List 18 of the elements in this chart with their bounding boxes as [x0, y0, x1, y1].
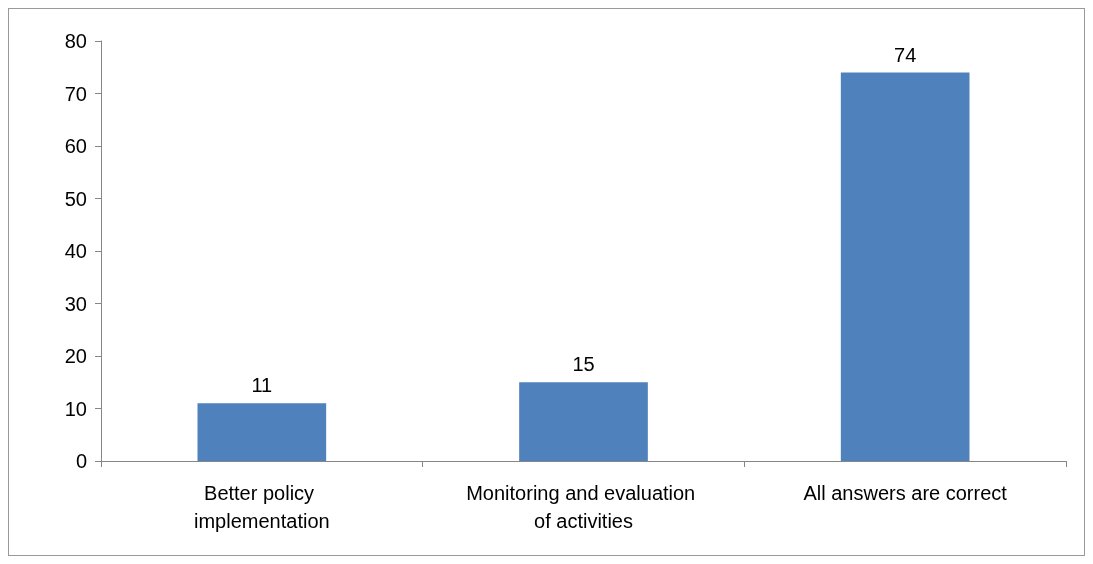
y-tick-label: 40 [64, 240, 87, 262]
data-label: 74 [894, 43, 917, 66]
y-tick-label: 60 [64, 135, 87, 157]
y-tick-label: 50 [64, 187, 87, 210]
x-tick-label: Better policy implementation [194, 482, 330, 532]
y-tick-label: 80 [64, 30, 87, 52]
bar [519, 382, 648, 461]
data-label: 15 [572, 353, 595, 376]
y-tick-label: 10 [64, 397, 87, 420]
y-tick-label: 70 [64, 82, 87, 105]
y-tick-label: 20 [64, 345, 87, 367]
bar [197, 403, 327, 461]
bar [840, 72, 970, 461]
data-label: 11 [251, 374, 273, 397]
x-tick-label: All answers are correct [803, 482, 1008, 504]
y-tick-label: 30 [64, 292, 87, 315]
x-tick-label: Monitoring and evaluation of activities [466, 482, 701, 532]
y-tick-label: 0 [75, 450, 87, 472]
